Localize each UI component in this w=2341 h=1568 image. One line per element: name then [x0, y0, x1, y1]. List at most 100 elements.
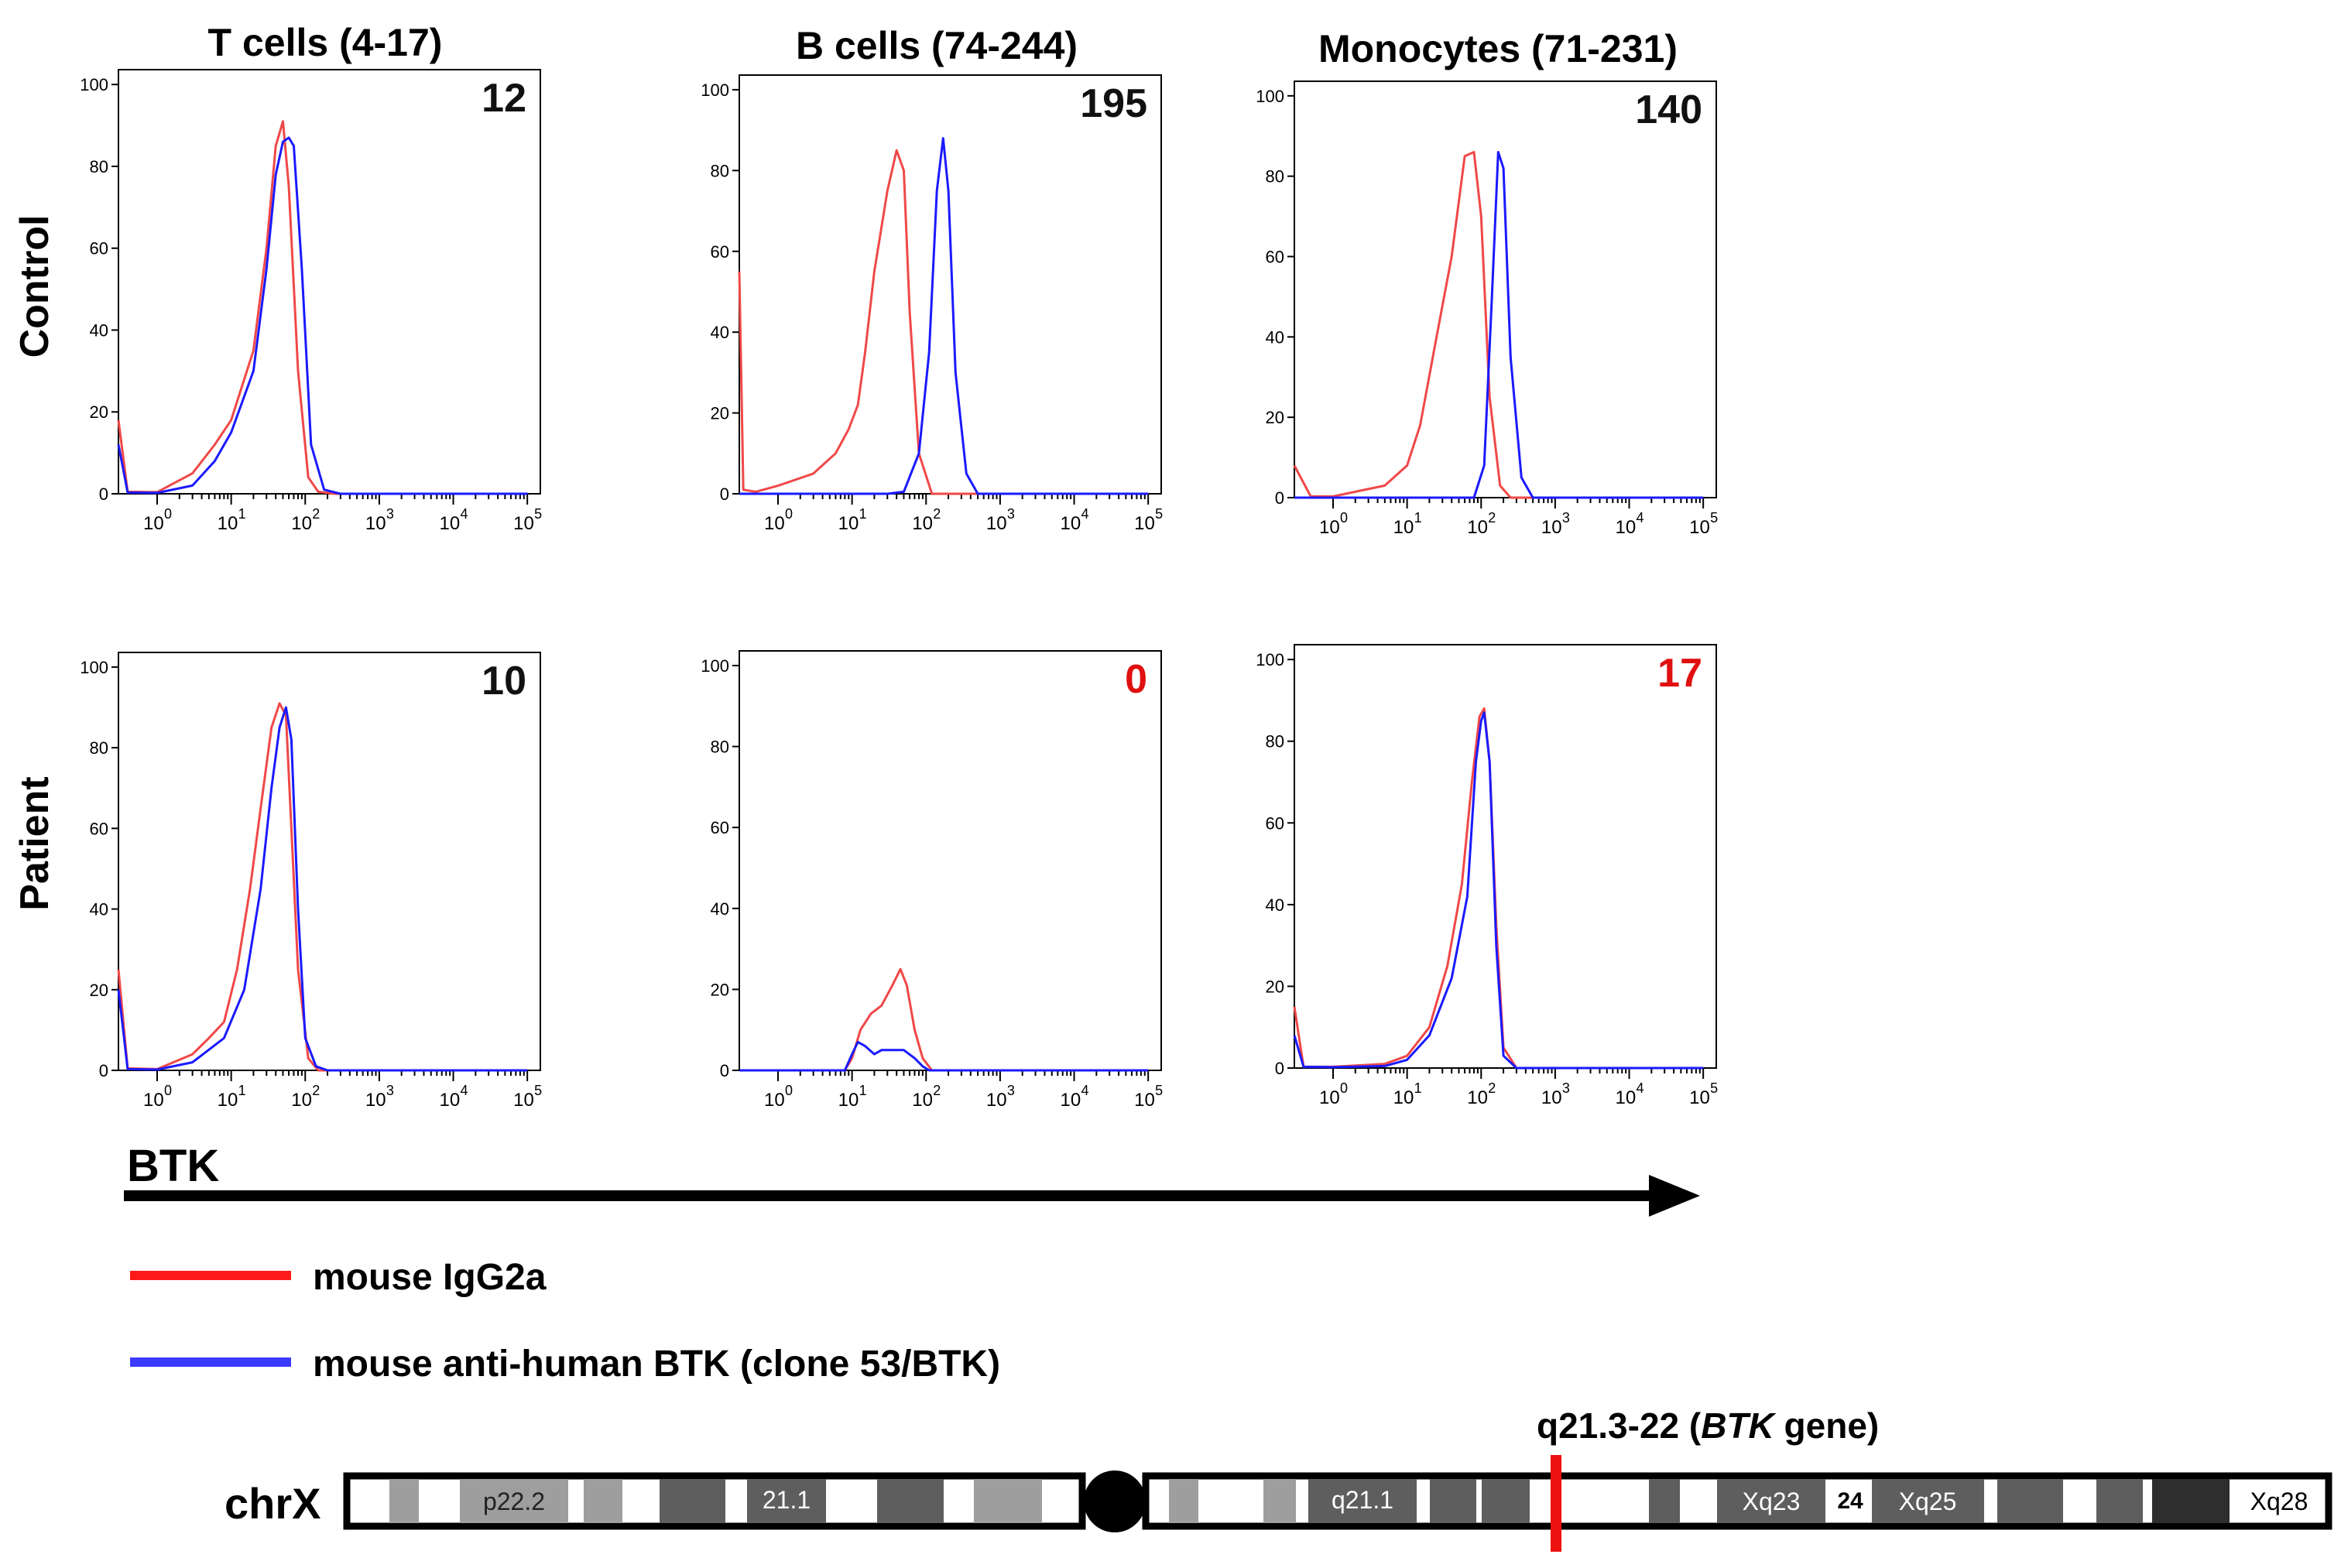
plot-frame [1294, 644, 1717, 1069]
band-label-xq23: Xq23 [1743, 1488, 1801, 1515]
x-tick-exponent: 0 [1340, 510, 1348, 526]
x-tick-exponent: 4 [1081, 1083, 1089, 1098]
x-tick-exponent: 5 [1710, 510, 1718, 526]
y-tick-label: 100 [80, 658, 108, 677]
y-tick-label: 60 [90, 819, 108, 838]
band-q-1 [1169, 1479, 1198, 1523]
x-tick-exponent: 1 [238, 506, 246, 522]
band-q21-1 [1308, 1479, 1417, 1523]
row-header-control: Control [12, 215, 57, 358]
series-line-anti-btk [1294, 151, 1704, 499]
x-tick-exponent: 0 [164, 506, 172, 522]
y-tick-label: 20 [1266, 408, 1284, 427]
row-header-patient: Patient [12, 776, 57, 910]
band-label-24: 24 [1837, 1488, 1863, 1514]
x-tick-label: 10 [764, 513, 785, 534]
x-tick-exponent: 2 [933, 1083, 941, 1098]
x-tick-label: 10 [1541, 1087, 1562, 1108]
plot-frame [1294, 80, 1717, 498]
x-tick-exponent: 2 [312, 1083, 320, 1098]
x-tick-label: 10 [218, 513, 238, 534]
y-tick-label: 40 [711, 899, 729, 919]
x-tick-exponent: 1 [859, 506, 867, 522]
x-tick-exponent: 0 [785, 1083, 793, 1098]
y-tick-label: 0 [1275, 488, 1284, 508]
y-tick-label: 80 [711, 738, 729, 757]
y-tick-label: 20 [90, 981, 108, 1000]
x-tick-exponent: 2 [1488, 510, 1496, 526]
band-label-q21-1: q21.1 [1332, 1486, 1393, 1514]
x-tick-exponent: 3 [1562, 510, 1570, 526]
x-tick-exponent: 5 [534, 506, 542, 522]
y-tick-label: 40 [1266, 327, 1284, 347]
x-tick-label: 10 [1616, 517, 1637, 538]
locus-label: q21.3-22 (BTK gene) [1537, 1405, 1879, 1446]
x-tick-exponent: 0 [164, 1083, 172, 1098]
x-tick-label: 10 [986, 513, 1007, 534]
x-tick-label: 10 [764, 1090, 785, 1111]
x-tick-exponent: 5 [1710, 1080, 1718, 1096]
band-xq23 [1717, 1479, 1825, 1523]
y-tick-label: 80 [1266, 167, 1284, 187]
btk-arrow-head [1649, 1175, 1700, 1217]
x-tick-exponent: 4 [461, 1083, 468, 1098]
x-tick-label: 10 [1689, 1087, 1710, 1108]
x-tick-label: 10 [143, 1090, 164, 1111]
x-tick-label: 10 [912, 513, 933, 534]
y-tick-label: 40 [90, 320, 108, 340]
band-q-4 [1430, 1479, 1476, 1523]
x-tick-label: 10 [513, 1090, 534, 1111]
y-tick-label: 100 [701, 80, 729, 100]
y-tick-label: 60 [1266, 247, 1284, 266]
x-tick-label: 10 [1467, 517, 1488, 538]
x-tick-label: 10 [1061, 513, 1081, 534]
y-tick-label: 80 [711, 161, 729, 180]
band-xq25 [1872, 1479, 1984, 1523]
x-tick-label: 10 [291, 513, 312, 534]
y-tick-label: 20 [711, 980, 729, 999]
column-header-t-cells: T cells (4-17) [208, 21, 443, 64]
x-tick-exponent: 1 [1414, 1080, 1422, 1096]
x-tick-exponent: 3 [1007, 506, 1015, 522]
series-line-anti-btk [117, 136, 528, 495]
y-tick-label: 60 [711, 242, 729, 262]
y-tick-label: 100 [1256, 650, 1284, 669]
x-tick-exponent: 2 [933, 506, 941, 522]
y-tick-label: 80 [90, 157, 108, 176]
band-label-xq25: Xq25 [1899, 1488, 1957, 1515]
band-label-p22-2: p22.2 [483, 1488, 545, 1515]
x-tick-exponent: 4 [1637, 1080, 1644, 1096]
band-q-6 [1649, 1479, 1680, 1523]
x-tick-exponent: 1 [859, 1083, 867, 1098]
x-tick-label: 10 [513, 513, 534, 534]
y-tick-label: 100 [80, 75, 108, 94]
x-tick-exponent: 3 [1562, 1080, 1570, 1096]
x-tick-exponent: 5 [534, 1083, 542, 1098]
series-line-igg2a [1293, 151, 1704, 499]
x-tick-label: 10 [218, 1090, 238, 1111]
centromere [1084, 1470, 1146, 1532]
x-tick-exponent: 2 [312, 506, 320, 522]
x-tick-label: 10 [143, 513, 164, 534]
y-tick-label: 100 [1256, 87, 1284, 106]
band-q-10 [1997, 1479, 2063, 1523]
band-21-1 [747, 1479, 826, 1523]
x-tick-label: 10 [1467, 1087, 1488, 1108]
band-p-3 [584, 1479, 622, 1523]
series-line-anti-btk [739, 137, 1149, 495]
series-line-igg2a [738, 149, 1149, 495]
band-p22-2 [460, 1479, 568, 1523]
band-label-21-1: 21.1 [763, 1486, 811, 1514]
band-q-11 [2096, 1479, 2143, 1523]
x-tick-exponent: 1 [1414, 510, 1422, 526]
band-q-2 [1263, 1479, 1296, 1523]
x-tick-label: 10 [440, 1090, 461, 1111]
x-tick-label: 10 [1689, 517, 1710, 538]
legend: mouse IgG2a mouse anti-human BTK (clone … [130, 1257, 1000, 1385]
x-tick-exponent: 2 [1488, 1080, 1496, 1096]
